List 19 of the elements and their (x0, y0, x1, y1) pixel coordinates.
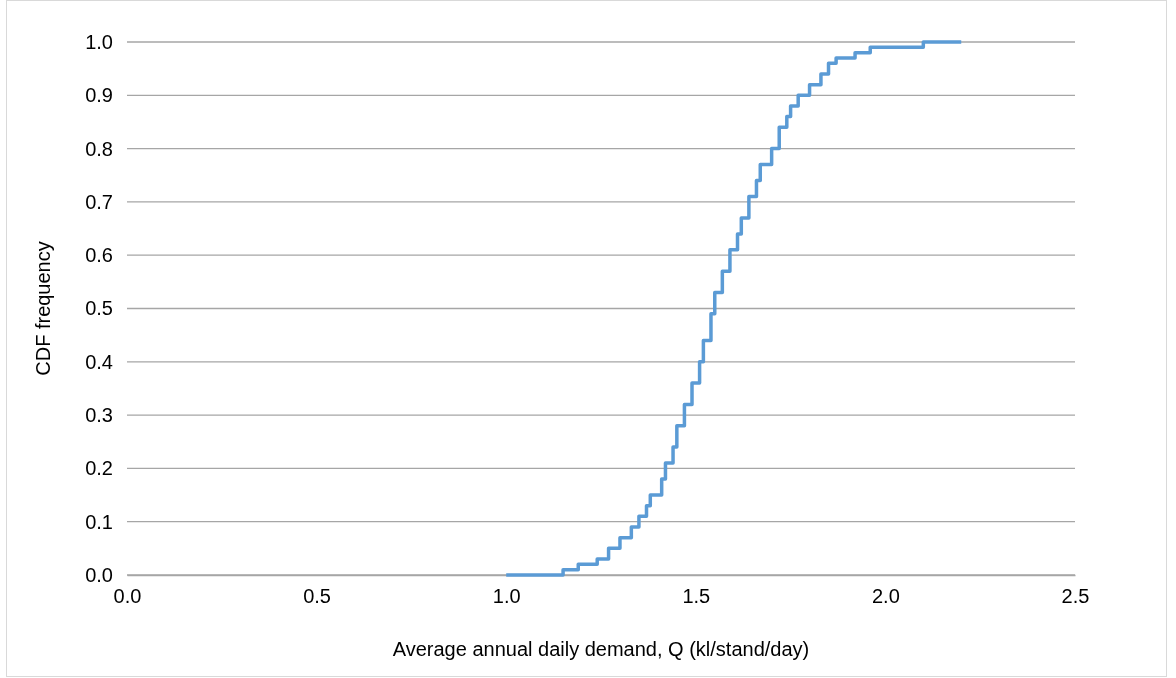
y-tick-label: 0.3 (85, 404, 113, 426)
y-tick-label: 0.6 (85, 244, 113, 267)
y-tick-label: 0.2 (85, 457, 113, 480)
x-tick-label: 2.5 (1061, 585, 1090, 608)
y-tick-label: 0.1 (85, 510, 113, 533)
y-tick-label: 0.5 (85, 297, 113, 320)
x-tick-label: 1.5 (682, 585, 711, 608)
x-axis-title: Average annual daily demand, Q (kl/stand/day) (392, 638, 810, 660)
y-tick-label: 0.4 (85, 350, 113, 373)
y-tick-label: 0.9 (85, 84, 113, 107)
x-tick-label: 2.0 (871, 585, 900, 608)
y-tick-label: 0.8 (85, 137, 113, 160)
y-tick-label: 0.7 (85, 190, 113, 213)
y-axis-title: CDF frequency (32, 241, 54, 376)
y-tick-label: 1.0 (85, 30, 113, 53)
y-tick-label: 0.0 (85, 563, 113, 586)
x-tick-label: 0.0 (113, 585, 142, 608)
x-tick-label: 0.5 (303, 585, 332, 608)
x-tick-label: 1.0 (492, 585, 521, 608)
